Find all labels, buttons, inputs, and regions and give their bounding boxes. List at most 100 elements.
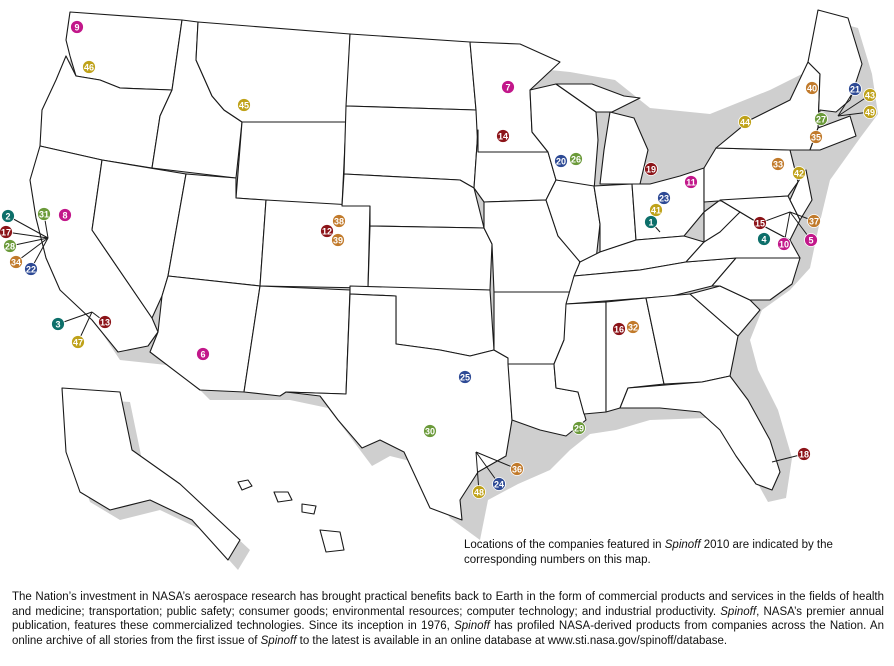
location-marker-19: 19 xyxy=(644,162,658,176)
location-marker-28: 28 xyxy=(3,239,17,253)
location-marker-21: 21 xyxy=(848,82,862,96)
marker-circle xyxy=(1,209,15,223)
marker-circle xyxy=(777,237,791,251)
location-marker-25: 25 xyxy=(458,370,472,384)
marker-circle xyxy=(98,315,112,329)
leader-line xyxy=(5,231,49,239)
location-marker-37: 37 xyxy=(807,214,821,228)
marker-circle xyxy=(649,203,663,217)
marker-circle xyxy=(71,335,85,349)
marker-label: 11 xyxy=(686,178,696,188)
marker-label: 49 xyxy=(865,108,875,118)
location-marker-15: 15 xyxy=(753,216,767,230)
marker-label: 44 xyxy=(740,118,750,128)
marker-circle xyxy=(196,347,210,361)
marker-circle xyxy=(331,233,345,247)
location-marker-20: 20 xyxy=(554,154,568,168)
marker-label: 2 xyxy=(5,212,10,222)
marker-circle xyxy=(753,216,767,230)
location-marker-49: 49 xyxy=(863,105,877,119)
marker-label: 21 xyxy=(850,85,860,95)
marker-label: 32 xyxy=(628,323,638,333)
location-marker-23: 23 xyxy=(657,191,671,205)
hawaii xyxy=(237,479,345,553)
marker-circle xyxy=(848,82,862,96)
marker-circle xyxy=(9,255,23,269)
location-marker-5: 5 xyxy=(804,233,818,247)
marker-circle xyxy=(804,233,818,247)
location-marker-7: 7 xyxy=(501,80,515,94)
location-marker-2: 2 xyxy=(1,209,15,223)
marker-label: 41 xyxy=(651,206,661,216)
location-marker-45: 45 xyxy=(237,98,251,112)
marker-label: 7 xyxy=(505,83,510,93)
location-marker-48: 48 xyxy=(472,485,486,499)
map-caption: Locations of the companies featured in S… xyxy=(464,539,833,566)
marker-label: 14 xyxy=(498,132,508,142)
marker-circle xyxy=(510,462,524,476)
marker-label: 25 xyxy=(460,373,470,383)
marker-circle xyxy=(70,20,84,34)
marker-circle xyxy=(572,421,586,435)
location-marker-14: 14 xyxy=(496,129,510,143)
location-marker-9: 9 xyxy=(70,20,84,34)
marker-label: 39 xyxy=(333,236,343,246)
location-marker-10: 10 xyxy=(777,237,791,251)
marker-circle xyxy=(684,175,698,189)
marker-label: 12 xyxy=(322,227,332,237)
marker-circle xyxy=(792,166,806,180)
location-marker-13: 13 xyxy=(98,315,112,329)
marker-circle xyxy=(863,105,877,119)
location-marker-46: 46 xyxy=(82,60,96,74)
marker-label: 38 xyxy=(334,217,344,227)
location-marker-18: 18 xyxy=(797,447,811,461)
marker-circle xyxy=(82,60,96,74)
location-marker-47: 47 xyxy=(71,335,85,349)
marker-circle xyxy=(554,154,568,168)
location-marker-17: 17 xyxy=(0,225,13,239)
leader-line xyxy=(7,215,49,239)
marker-circle xyxy=(814,112,828,126)
marker-circle xyxy=(496,129,510,143)
location-marker-27: 27 xyxy=(814,112,828,126)
marker-label: 29 xyxy=(574,424,584,434)
marker-label: 36 xyxy=(512,465,522,475)
location-marker-11: 11 xyxy=(684,175,698,189)
marker-label: 19 xyxy=(646,165,656,175)
marker-circle xyxy=(24,262,38,276)
states xyxy=(29,9,863,521)
location-marker-35: 35 xyxy=(809,130,823,144)
marker-label: 6 xyxy=(200,350,205,360)
location-marker-3: 3 xyxy=(51,317,65,331)
location-marker-4: 4 xyxy=(757,232,771,246)
leader-line xyxy=(475,451,518,470)
marker-label: 17 xyxy=(1,228,11,238)
marker-label: 13 xyxy=(100,318,110,328)
marker-circle xyxy=(807,214,821,228)
marker-label: 27 xyxy=(816,115,826,125)
alaska xyxy=(61,387,241,561)
marker-label: 22 xyxy=(26,265,36,275)
marker-circle xyxy=(809,130,823,144)
location-marker-26: 26 xyxy=(569,152,583,166)
marker-label: 26 xyxy=(571,155,581,165)
location-marker-40: 40 xyxy=(805,81,819,95)
marker-circle xyxy=(0,225,13,239)
marker-label: 10 xyxy=(779,240,789,250)
marker-label: 18 xyxy=(799,450,809,460)
marker-circle xyxy=(458,370,472,384)
location-marker-1: 1 xyxy=(644,215,658,229)
marker-circle xyxy=(58,208,72,222)
marker-label: 34 xyxy=(11,258,21,268)
marker-label: 15 xyxy=(755,219,765,229)
marker-circle xyxy=(37,207,51,221)
marker-circle xyxy=(51,317,65,331)
marker-label: 20 xyxy=(556,157,566,167)
location-marker-34: 34 xyxy=(9,255,23,269)
marker-circle xyxy=(423,424,437,438)
marker-circle xyxy=(237,98,251,112)
location-marker-39: 39 xyxy=(331,233,345,247)
marker-circle xyxy=(569,152,583,166)
location-marker-33: 33 xyxy=(771,157,785,171)
